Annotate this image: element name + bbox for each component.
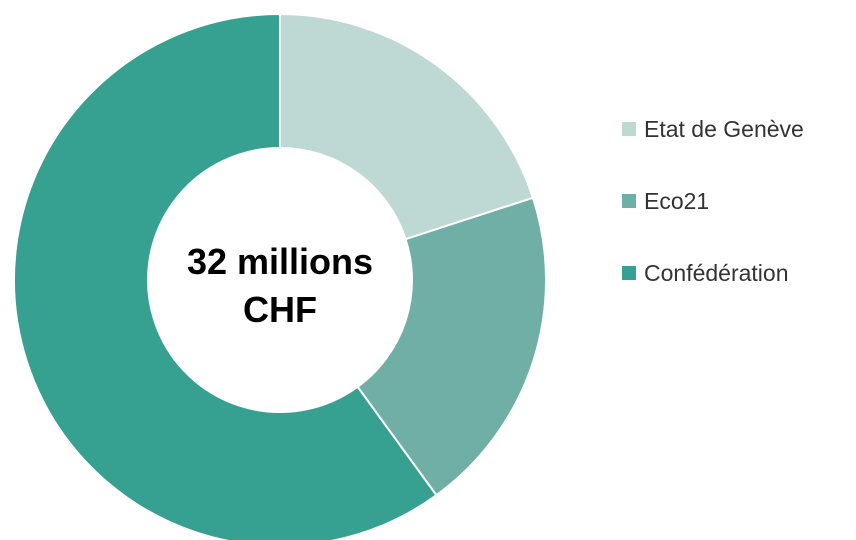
legend: Etat de Genève Eco21 Confédération [622,111,804,327]
legend-swatch-confederation [622,266,636,280]
legend-label-etat-de-geneve: Etat de Genève [644,115,804,142]
center-label-line2: CHF [243,289,317,330]
legend-swatch-eco21 [622,194,636,208]
legend-swatch-etat-de-geneve [622,122,636,136]
legend-label-eco21: Eco21 [644,187,710,214]
slice-confederation [13,12,438,540]
donut-center-label: 32 millions CHF [158,238,402,334]
legend-item-eco21: Eco21 [622,183,804,219]
center-label-line1: 32 millions [186,241,374,282]
legend-item-etat-de-geneve: Etat de Genève [622,111,804,147]
legend-item-confederation: Confédération [622,255,804,291]
legend-label-confederation: Confédération [644,259,789,286]
slice-etat-de-geneve [279,12,535,241]
slice-eco21 [356,196,547,497]
